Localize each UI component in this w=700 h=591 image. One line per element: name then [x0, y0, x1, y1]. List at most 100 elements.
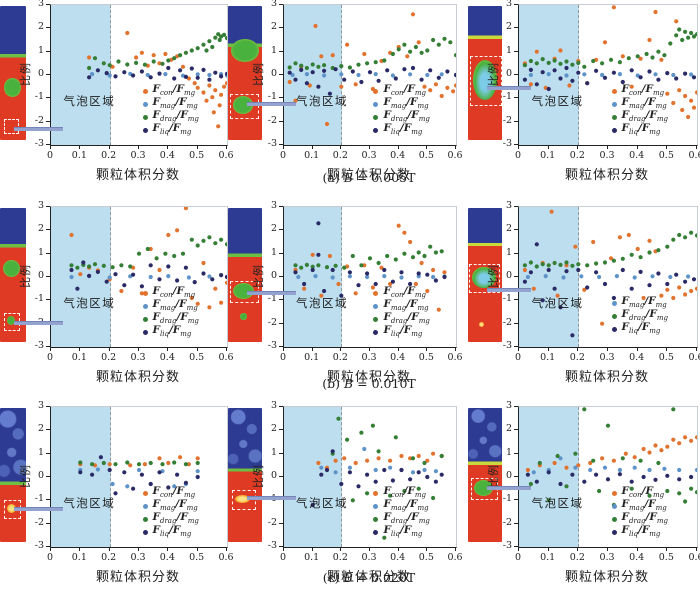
data-point-mag: [677, 467, 682, 473]
data-point-con: [416, 453, 421, 459]
data-point-liq: [540, 70, 545, 75]
data-point-liq: [576, 267, 581, 273]
data-point-drag: [686, 35, 691, 40]
caption-variable: B: [343, 570, 353, 585]
data-point-liq: [525, 472, 530, 477]
data-point-con: [166, 460, 171, 466]
data-point-liq: [691, 75, 697, 80]
data-point-con: [408, 456, 413, 461]
legend-marker-dot: [611, 529, 617, 535]
data-point-drag: [546, 498, 551, 503]
y-axis-tick: [46, 299, 50, 301]
data-point-drag: [101, 460, 106, 466]
legend-row: Fdrag/Fmg: [611, 510, 668, 526]
data-point-liq: [408, 281, 413, 287]
force-denominator-sub: mg: [649, 529, 661, 538]
plot-legend: Fcon/Fmg Fmag/Fmg Fdrag/Fmg Fliq/Fmg: [611, 485, 668, 539]
legend-label: Fdrag/Fmg: [621, 108, 668, 123]
melt-column-snapshot: [0, 408, 26, 542]
data-point-drag: [431, 37, 436, 43]
data-point-drag: [677, 232, 682, 238]
data-point-drag: [611, 258, 616, 263]
data-point-liq: [131, 486, 136, 491]
x-axis-tick-label: 0.5: [418, 150, 434, 161]
force-numerator: F: [152, 121, 160, 134]
legend-label: Fdrag/Fmg: [152, 108, 199, 123]
force-denominator: F: [176, 82, 184, 95]
data-point-con: [686, 114, 691, 120]
data-point-drag: [552, 58, 557, 63]
data-point-liq: [90, 472, 95, 477]
y-axis-title: 比例: [252, 464, 265, 488]
data-point-liq: [310, 70, 315, 75]
data-point-mag: [600, 72, 605, 78]
bubble-blob: [471, 266, 496, 289]
data-point-drag: [402, 42, 407, 47]
data-point-drag: [668, 41, 673, 46]
x-axis-tick: [426, 145, 428, 149]
force-denominator-sub: mg: [187, 316, 199, 325]
data-point-drag: [382, 535, 387, 540]
data-point-con: [119, 288, 124, 294]
y-axis-tick: [514, 50, 518, 52]
y-axis-tick: [279, 4, 283, 5]
y-axis-tick-label: 3: [37, 200, 44, 211]
scatter-plot: 气泡区域 Fcon/Fmg Fmag/Fmg Fdrag/Fmg Fliq/Fmg: [50, 4, 228, 146]
data-point-con: [405, 54, 410, 59]
legend-row: Fcon/Fmg: [611, 485, 668, 500]
y-axis-tick: [279, 120, 283, 122]
data-point-liq: [207, 77, 212, 82]
y-axis-tick: [514, 206, 518, 207]
force-numerator: F: [621, 294, 630, 307]
y-axis-tick: [279, 522, 283, 524]
data-point-liq: [528, 270, 533, 275]
legend-marker-dot: [611, 490, 617, 496]
data-point-mag: [362, 446, 367, 452]
data-point-liq: [347, 270, 352, 275]
x-axis-tick-label: 0.6: [218, 150, 234, 161]
force-denominator-sub: mg: [180, 127, 192, 136]
data-point-drag: [304, 262, 309, 267]
gas-phase-texture: [228, 408, 262, 469]
legend-marker-dot: [373, 316, 379, 322]
data-point-liq: [419, 77, 424, 82]
data-point-drag: [570, 62, 575, 67]
data-point-drag: [555, 453, 560, 459]
data-point-liq: [183, 74, 188, 79]
legend-marker-dot: [373, 127, 379, 133]
x-axis-title: 颗粒体积分数: [564, 168, 649, 183]
x-axis-tick: [397, 347, 399, 351]
y-axis-title: 比例: [19, 264, 32, 288]
data-point-mag: [617, 72, 622, 77]
data-point-mag: [588, 467, 593, 473]
force-numerator: F: [152, 297, 160, 310]
x-axis-tick: [696, 145, 697, 149]
data-point-liq: [224, 71, 227, 76]
y-axis-tick: [279, 229, 283, 231]
force-denominator: F: [649, 510, 657, 523]
legend-label: Fcon/Fmg: [152, 82, 196, 97]
x-axis-tick: [167, 145, 169, 149]
legend-label: Fliq/Fmg: [621, 121, 661, 136]
force-denominator-sub: mg: [655, 503, 667, 512]
legend-label: Fmag/Fmg: [383, 497, 429, 512]
data-point-drag: [224, 242, 227, 247]
data-point-con: [433, 82, 438, 87]
force-numerator-sub: mag: [159, 503, 176, 512]
data-point-drag: [101, 61, 106, 66]
data-point-con: [408, 239, 413, 245]
legend-label: Fliq/Fmg: [621, 320, 661, 335]
data-point-mag: [296, 274, 301, 280]
legend-label: Fcon/Fmg: [152, 284, 196, 299]
legend-row: Fcon/Fmg: [373, 285, 429, 300]
melt-column-snapshot: [0, 208, 26, 342]
data-point-liq: [442, 274, 447, 280]
force-denominator-sub: mg: [183, 290, 196, 299]
data-point-drag: [101, 263, 106, 268]
x-axis-tick-label: 0.4: [159, 352, 175, 363]
x-axis-tick: [79, 347, 81, 351]
y-axis-tick-label: 1: [505, 446, 512, 458]
plot-legend: Fcon/Fmg Fmag/Fmg Fdrag/Fmg Fliq/Fmg: [373, 485, 430, 539]
data-point-liq: [183, 265, 188, 270]
data-point-drag: [172, 56, 177, 61]
